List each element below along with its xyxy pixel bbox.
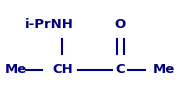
Text: O: O xyxy=(114,18,126,31)
Text: Me: Me xyxy=(4,63,27,76)
Text: i-PrNH: i-PrNH xyxy=(25,18,74,31)
Text: Me: Me xyxy=(153,63,175,76)
Text: CH: CH xyxy=(52,63,73,76)
Text: C: C xyxy=(115,63,125,76)
